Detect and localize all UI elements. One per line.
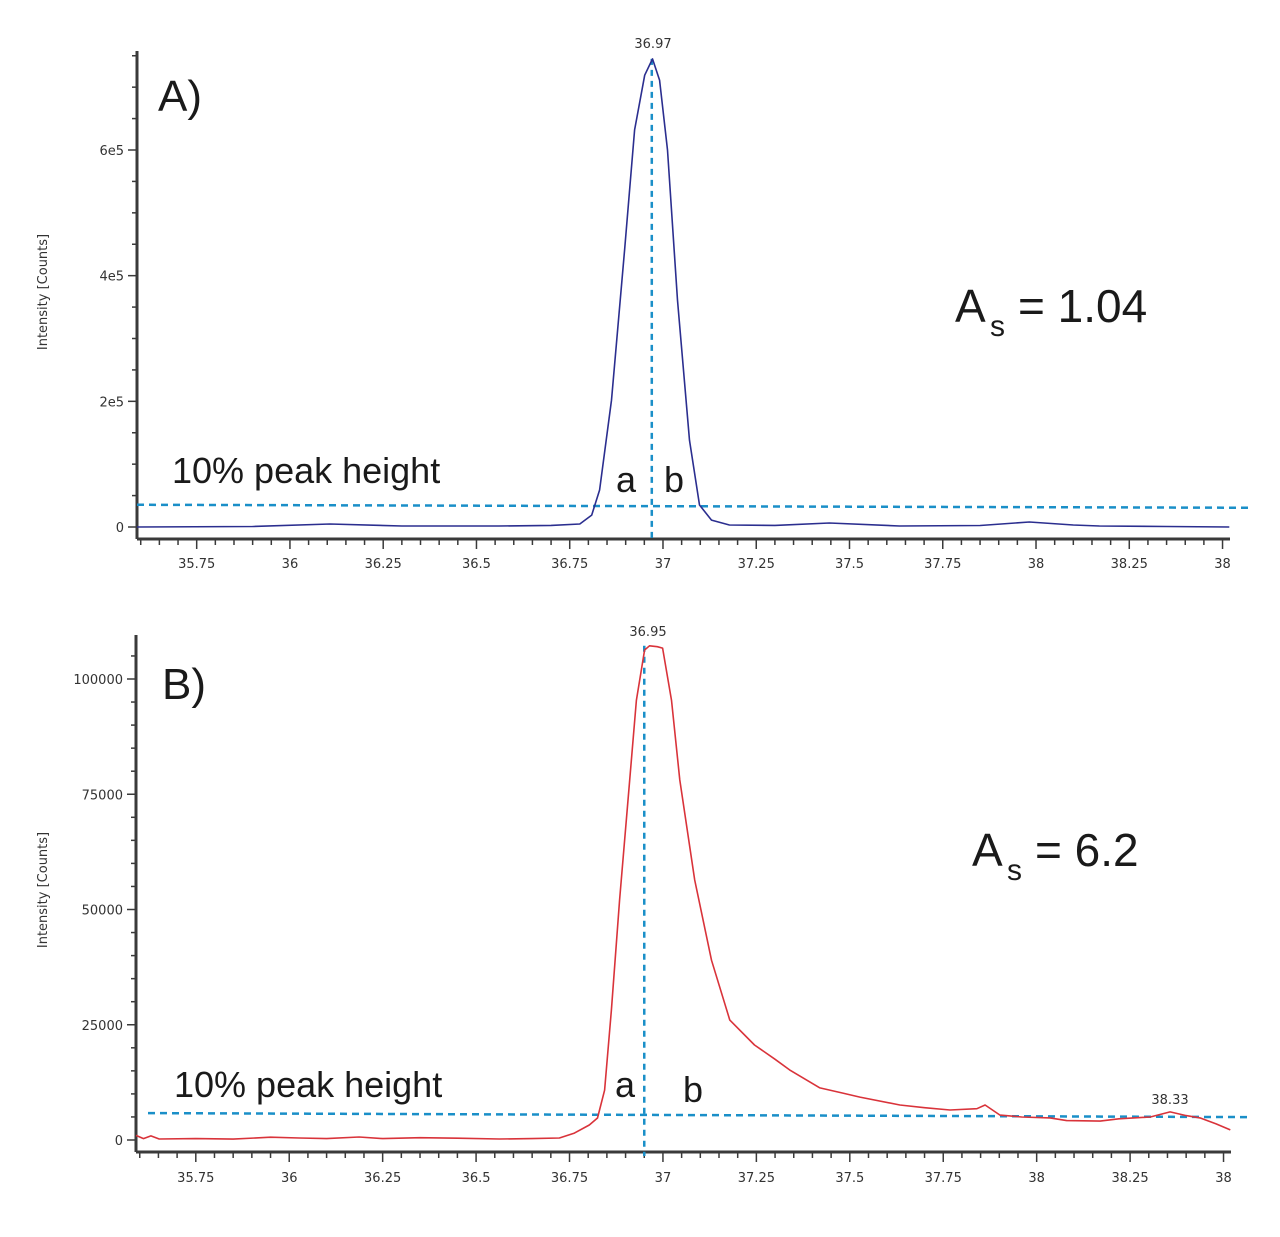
panel-a: 0 2e5 4e5 6e5 35.75 36 36.25 36.5 36.75 37 37.25 37… — [36, 37, 1251, 572]
panel-a-x-tick-label: 37.5 — [835, 557, 864, 572]
panel-a-asym-subscript: s — [990, 310, 1005, 343]
panel-a-asymmetry-annotation: A s = 1.04 — [955, 280, 1147, 343]
panel-b-y-axis-title: Intensity [Counts] — [36, 832, 51, 948]
panel-a-x-tick-label: 38 — [1214, 557, 1231, 572]
panel-b-x-tick-label: 37.75 — [925, 1171, 962, 1186]
panel-b: 0 25000 50000 75000 100000 35.75 36 36.25 36.5 36… — [36, 625, 1251, 1186]
panel-a-guides — [136, 58, 1251, 541]
panel-b-axes: 0 25000 50000 75000 100000 35.75 36 36.25 36.5 36… — [73, 635, 1232, 1186]
panel-b-x-tick-label: 37.25 — [738, 1171, 775, 1186]
panel-b-x-tick-label: 36.75 — [551, 1171, 588, 1186]
panel-b-label-a: a — [615, 1064, 636, 1105]
panel-b-ten-percent-line — [147, 1111, 1251, 1119]
panel-b-x-tick-label: 35.75 — [177, 1171, 214, 1186]
panel-a-y-axis-title: Intensity [Counts] — [36, 234, 51, 350]
panel-b-y-tick-label: 25000 — [82, 1019, 123, 1034]
panel-b-asym-symbol: A — [972, 824, 1003, 876]
panel-a-label-b: b — [664, 459, 684, 500]
panel-a-ten-percent-label: 10% peak height — [172, 450, 440, 491]
panel-b-y-tick-label: 50000 — [82, 904, 123, 919]
panel-a-x-tick-label: 38.25 — [1111, 557, 1148, 572]
panel-b-peak-label: 36.95 — [629, 625, 666, 640]
panel-b-x-tick-label: 37.5 — [835, 1171, 864, 1186]
panel-a-x-tick-label: 35.75 — [178, 557, 215, 572]
panel-b-y-tick-label: 100000 — [73, 673, 123, 688]
panel-a-label: A) — [158, 72, 202, 121]
panel-b-label-b: b — [683, 1069, 703, 1110]
panel-b-y-tick-label: 0 — [115, 1134, 123, 1149]
panel-a-x-tick-label: 36.75 — [551, 557, 588, 572]
panel-a-ten-percent-line — [136, 503, 1251, 510]
panel-a-peak-label: 36.97 — [634, 37, 671, 52]
panel-b-x-tick-label: 38.25 — [1111, 1171, 1148, 1186]
panel-a-y-tick-label: 4e5 — [99, 270, 124, 285]
panel-b-asym-value: = 6.2 — [1035, 824, 1139, 876]
panel-a-axes: 0 2e5 4e5 6e5 35.75 36 36.25 36.5 36.75 37 37.25 37… — [99, 51, 1231, 572]
panel-a-y-tick-label: 0 — [116, 521, 124, 536]
panel-b-x-tick-label: 38 — [1028, 1171, 1045, 1186]
panel-b-guides — [147, 645, 1251, 1156]
panel-a-y-tick-label: 6e5 — [99, 144, 124, 159]
panel-a-x-tick-label: 37.25 — [738, 557, 775, 572]
panel-b-secondary-peak-label: 38.33 — [1151, 1093, 1188, 1108]
panel-a-x-tick-label: 37 — [655, 557, 672, 572]
panel-b-x-tick-label: 36 — [281, 1171, 298, 1186]
panel-a-series-line — [136, 58, 1230, 528]
panel-a-x-tick-label: 36.5 — [462, 557, 491, 572]
panel-b-x-tick-label: 38 — [1215, 1171, 1232, 1186]
panel-b-ten-percent-label: 10% peak height — [174, 1064, 442, 1105]
panel-a-y-tick-label: 2e5 — [99, 395, 124, 410]
panel-b-series-line — [135, 645, 1231, 1140]
panel-b-y-tick-label: 75000 — [82, 788, 123, 803]
panel-b-x-tick-label: 36.25 — [364, 1171, 401, 1186]
panel-b-x-tick-label: 36.5 — [462, 1171, 491, 1186]
panel-a-x-tick-label: 37.75 — [924, 557, 961, 572]
panel-a-x-tick-label: 36.25 — [365, 557, 402, 572]
panel-b-label: B) — [162, 660, 206, 709]
panel-b-asymmetry-annotation: A s = 6.2 — [972, 824, 1139, 887]
panel-a-x-tick-label: 38 — [1028, 557, 1045, 572]
panel-b-x-tick-label: 37 — [655, 1171, 672, 1186]
panel-a-label-a: a — [616, 459, 637, 500]
panel-a-x-tick-label: 36 — [282, 557, 299, 572]
panel-a-asym-symbol: A — [955, 280, 986, 332]
panel-b-asym-subscript: s — [1007, 854, 1022, 887]
panel-a-asym-value: = 1.04 — [1018, 280, 1147, 332]
